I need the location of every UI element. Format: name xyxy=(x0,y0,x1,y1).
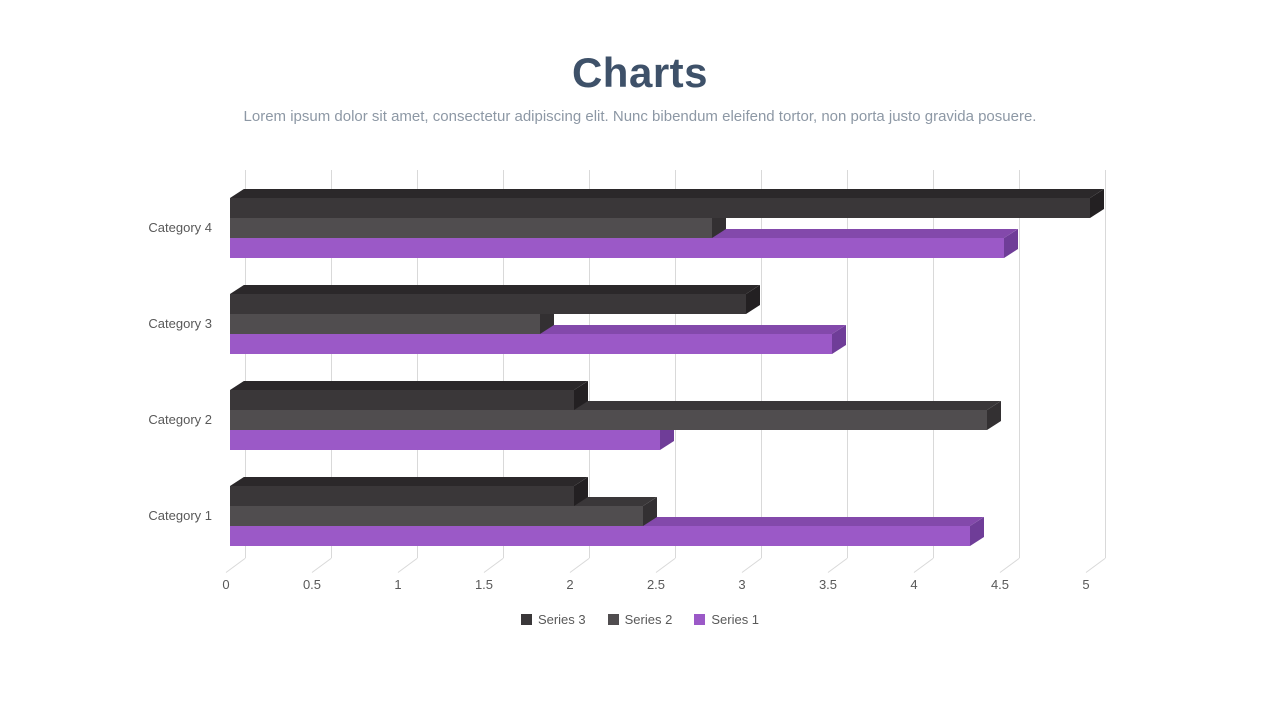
axis-depth-tick xyxy=(741,558,762,573)
bar-series-2-category-3 xyxy=(230,314,540,334)
axis-depth-tick xyxy=(569,558,590,573)
bar-series-1-category-1 xyxy=(230,526,970,546)
legend-label: Series 3 xyxy=(537,612,586,627)
bar-series-1-category-3 xyxy=(230,334,832,354)
bar-series-3-category-4 xyxy=(230,198,1090,218)
axis-depth-tick xyxy=(913,558,934,573)
legend-label: Series 1 xyxy=(711,612,760,627)
category-label: Category 1 xyxy=(148,508,212,523)
axis-depth-tick xyxy=(827,558,848,573)
bar-series-3-category-3 xyxy=(230,294,746,314)
axis-depth-tick xyxy=(483,558,504,573)
gridline xyxy=(1105,170,1106,558)
axis-depth-tick xyxy=(655,558,676,573)
x-tick-label: 1.5 xyxy=(474,577,494,592)
gridline xyxy=(675,170,676,558)
x-tick-label: 0.5 xyxy=(302,577,322,592)
gridline xyxy=(589,170,590,558)
legend-item-series-2: Series 2 xyxy=(607,612,673,627)
gridline xyxy=(847,170,848,558)
gridline xyxy=(503,170,504,558)
x-tick-label: 3.5 xyxy=(818,577,838,592)
bar-series-3-category-2 xyxy=(230,390,574,410)
legend-item-series-3: Series 3 xyxy=(520,612,586,627)
legend-label: Series 2 xyxy=(624,612,673,627)
page-title: Charts xyxy=(571,49,709,96)
gridline xyxy=(933,170,934,558)
bar-series-2-category-1 xyxy=(230,506,643,526)
bar-series-1-category-2 xyxy=(230,430,660,450)
gridline xyxy=(417,170,418,558)
bar-series-1-category-4 xyxy=(230,238,1004,258)
legend-item-series-1: Series 1 xyxy=(694,612,759,627)
axis-depth-tick xyxy=(311,558,332,573)
axis-depth-tick xyxy=(1085,558,1106,573)
gridline xyxy=(761,170,762,558)
x-tick-label: 0 xyxy=(222,577,230,592)
x-tick-label: 3 xyxy=(738,577,746,592)
gridline xyxy=(245,170,246,558)
gridline xyxy=(1019,170,1020,558)
chart-header: Charts Lorem ipsum dolor sit amet, conse… xyxy=(0,50,1280,126)
axis-depth-tick xyxy=(225,558,246,573)
legend-swatch-series-2 xyxy=(607,614,619,625)
x-tick-label: 2 xyxy=(566,577,574,592)
gridline xyxy=(331,170,332,558)
x-tick-label: 5 xyxy=(1082,577,1090,592)
bar-series-2-category-2 xyxy=(230,410,987,430)
page-subtitle: Lorem ipsum dolor sit amet, consectetur … xyxy=(243,108,1037,125)
bar-series-3-category-1 xyxy=(230,486,574,506)
axis-depth-tick xyxy=(397,558,418,573)
bar-series-2-category-4 xyxy=(230,218,712,238)
bar-chart: 0 0.5 1 1.5 2 2.5 3 3.5 4 4.5 5 Category 1 Category … xyxy=(148,170,1126,600)
x-tick-label: 4 xyxy=(910,577,918,592)
category-label: Category 4 xyxy=(148,220,212,235)
x-tick-label: 2.5 xyxy=(646,577,666,592)
chart-legend: Series 3 Series 2 Series 1 xyxy=(0,612,1280,627)
legend-swatch-series-3 xyxy=(520,614,532,625)
axis-depth-tick xyxy=(999,558,1020,573)
category-label: Category 3 xyxy=(148,316,212,331)
legend-swatch-series-1 xyxy=(694,614,706,625)
x-tick-label: 4.5 xyxy=(990,577,1010,592)
x-tick-label: 1 xyxy=(394,577,402,592)
category-label: Category 2 xyxy=(148,412,212,427)
